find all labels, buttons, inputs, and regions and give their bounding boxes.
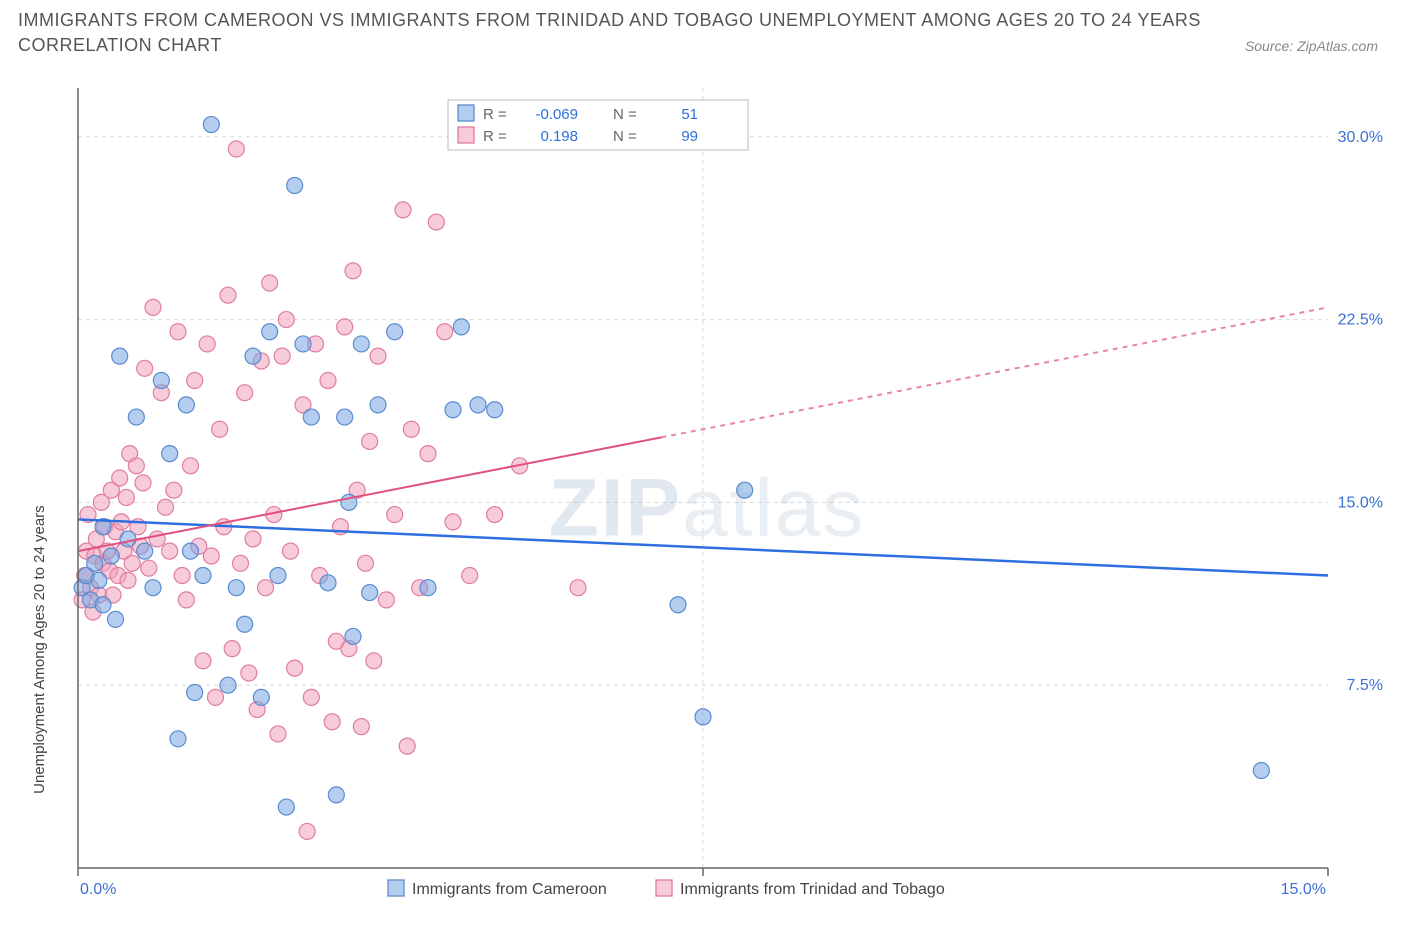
svg-text:Immigrants from Trinidad and T: Immigrants from Trinidad and Tobago <box>680 881 945 898</box>
correlation-scatter-chart: 7.5% 15.0% 22.5% 30.0% 0.0% 15.0% Unemployment… <box>18 78 1396 920</box>
svg-text:15.0%: 15.0% <box>1338 494 1383 511</box>
svg-text:R =: R = <box>483 128 507 145</box>
svg-text:Immigrants from Cameroon: Immigrants from Cameroon <box>412 881 607 898</box>
svg-text:0.0%: 0.0% <box>80 881 116 898</box>
svg-text:15.0%: 15.0% <box>1281 881 1326 898</box>
svg-text:99: 99 <box>681 128 698 145</box>
svg-text:30.0%: 30.0% <box>1338 129 1383 146</box>
chart-title: IMMIGRANTS FROM CAMEROON VS IMMIGRANTS F… <box>18 10 1388 31</box>
svg-text:0.198: 0.198 <box>540 128 578 145</box>
source-attribution: Source: ZipAtlas.com <box>1245 38 1388 54</box>
svg-text:Unemployment Among Ages 20 to: Unemployment Among Ages 20 to 24 years <box>31 505 48 794</box>
chart-subtitle: CORRELATION CHART <box>18 35 222 56</box>
svg-text:51: 51 <box>681 106 698 123</box>
chart-container: 7.5% 15.0% 22.5% 30.0% 0.0% 15.0% Unemployment… <box>18 78 1396 920</box>
svg-text:7.5%: 7.5% <box>1347 677 1383 694</box>
svg-text:N =: N = <box>613 128 637 145</box>
svg-text:22.5%: 22.5% <box>1338 312 1383 329</box>
svg-text:N =: N = <box>613 106 637 123</box>
svg-text:-0.069: -0.069 <box>535 106 578 123</box>
svg-text:R =: R = <box>483 106 507 123</box>
